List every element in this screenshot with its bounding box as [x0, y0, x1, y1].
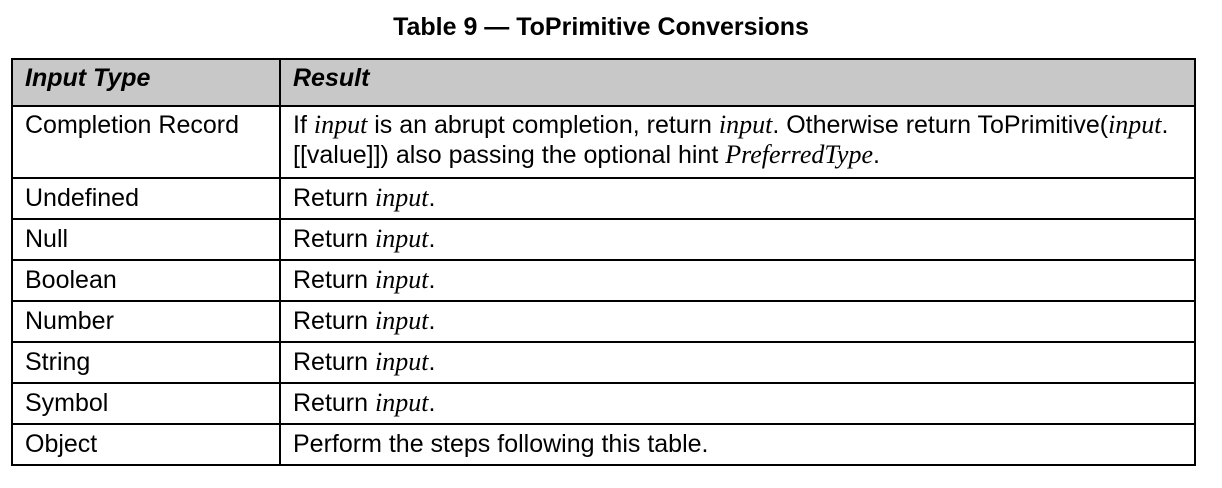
table-row: String Return input. [11, 341, 1196, 384]
row-result: If input is an abrupt completion, return… [279, 105, 1196, 179]
row-input-type: Completion Record [11, 105, 281, 179]
row-result: Return input. [279, 218, 1196, 261]
table-row: Symbol Return input. [11, 382, 1196, 425]
row-result: Return input. [279, 382, 1196, 425]
row-input-type: Symbol [11, 382, 281, 425]
table-row: Null Return input. [11, 218, 1196, 261]
row-input-type: Null [11, 218, 281, 261]
var-input: input [374, 347, 429, 376]
row-result: Return input. [279, 341, 1196, 384]
row-result: Return input. [279, 300, 1196, 343]
row-input-type: Number [11, 300, 281, 343]
var-input: input [1108, 110, 1162, 139]
row-result: Return input. [279, 259, 1196, 302]
table-row: Object Perform the steps following this … [11, 423, 1196, 466]
row-result: Return input. [279, 177, 1196, 220]
table-row: Number Return input. [11, 300, 1196, 343]
row-input-type: Object [11, 423, 281, 466]
var-input: input [374, 224, 429, 253]
var-input: input [313, 110, 368, 139]
row-input-type: String [11, 341, 281, 384]
row-input-type: Undefined [11, 177, 281, 220]
table-caption: Table 9 — ToPrimitive Conversions [393, 13, 809, 41]
toprimitive-table: Input Type Result Completion Record If i… [11, 58, 1196, 466]
row-result: Perform the steps following this table. [279, 423, 1196, 466]
header-result: Result [279, 58, 1196, 107]
table-row: Boolean Return input. [11, 259, 1196, 302]
var-input: input [718, 110, 773, 139]
var-input: input [374, 265, 429, 294]
var-input: input [374, 388, 429, 417]
table-row: Completion Record If input is an abrupt … [11, 105, 1196, 179]
table-row: Undefined Return input. [11, 177, 1196, 220]
var-input: input [374, 306, 429, 335]
var-preferred-type: PreferredType [725, 140, 873, 169]
header-input-type: Input Type [11, 58, 281, 107]
var-input: input [374, 183, 429, 212]
header-row: Input Type Result [11, 58, 1196, 107]
row-input-type: Boolean [11, 259, 281, 302]
